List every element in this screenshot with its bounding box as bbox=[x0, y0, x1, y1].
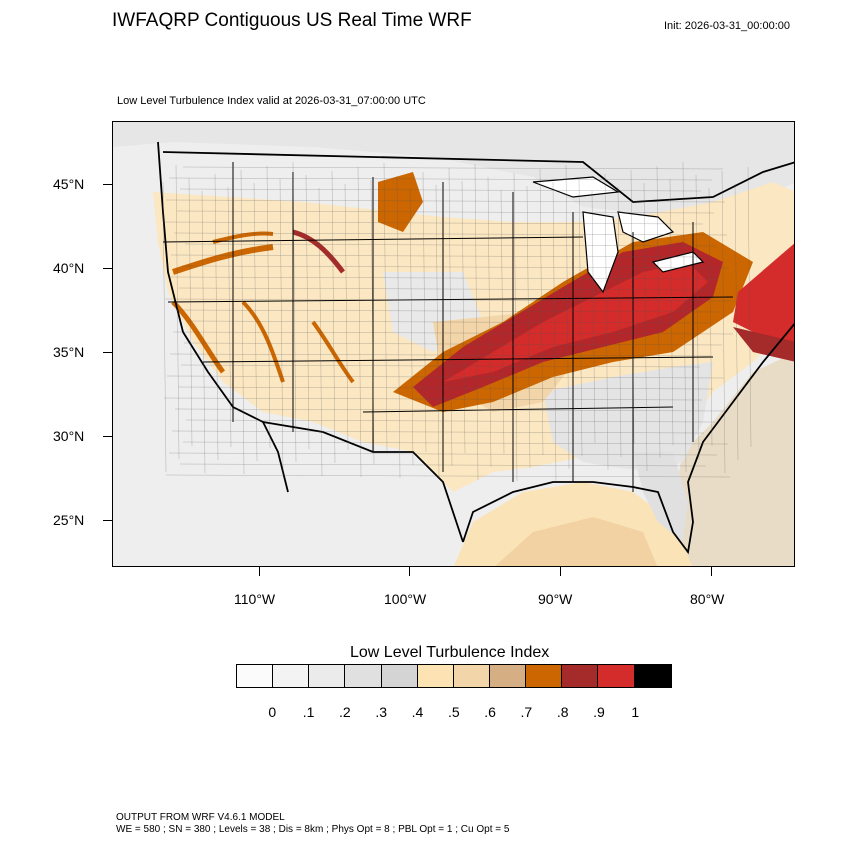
canada-region bbox=[113, 122, 794, 217]
colorbar-box-1 bbox=[273, 665, 310, 687]
lon-tick-90 bbox=[560, 567, 561, 576]
colorbar-tick-label: .5 bbox=[447, 704, 460, 720]
lon-tick-110 bbox=[259, 567, 260, 576]
colorbar-box-8 bbox=[526, 665, 563, 687]
colorbar-box-5 bbox=[417, 665, 454, 687]
idaho-streak bbox=[212, 231, 274, 244]
colorbar-tick-label: 1 bbox=[631, 704, 640, 720]
colorbar-box-9 bbox=[562, 665, 599, 687]
rockies-streak-1 bbox=[172, 244, 274, 275]
dakota-patch bbox=[378, 172, 423, 232]
lat-label-25: 25°N bbox=[53, 512, 85, 528]
sierra-streak bbox=[171, 300, 226, 374]
colorbar-tick-label: .9 bbox=[593, 704, 605, 720]
atlantic-region bbox=[614, 352, 794, 566]
colorbar-box-4 bbox=[381, 665, 418, 687]
colorbar-box-2 bbox=[309, 665, 346, 687]
init-time-label: Init: 2026-03-31_00:00:00 bbox=[664, 20, 790, 32]
colorbar-tick-label: .3 bbox=[375, 704, 388, 720]
canada-border bbox=[162, 151, 794, 203]
colorbar-tick-label: 0 bbox=[268, 704, 277, 720]
gulf-inner bbox=[495, 517, 658, 566]
red-inner bbox=[443, 262, 708, 382]
lon-tick-80 bbox=[711, 567, 712, 576]
colorbar-box-11 bbox=[634, 665, 671, 687]
colorbar-box-7 bbox=[489, 665, 527, 687]
colorbar bbox=[236, 664, 672, 688]
southeast-region bbox=[543, 362, 713, 472]
lat-tick-25 bbox=[103, 520, 112, 521]
lat-label-30: 30°N bbox=[53, 428, 85, 444]
colorbar-tick-label: .6 bbox=[484, 704, 496, 720]
colorbar-box-10 bbox=[598, 665, 635, 687]
colorbar-tick-label: .7 bbox=[520, 704, 533, 720]
valid-time-subtitle: Low Level Turbulence Index valid at 2026… bbox=[117, 95, 426, 107]
lon-label-100: 100°W bbox=[384, 591, 427, 607]
model-info-line1: OUTPUT FROM WRF V4.6.1 MODEL bbox=[116, 812, 285, 823]
lat-label-45: 45°N bbox=[53, 176, 85, 192]
eastcoast-dark bbox=[733, 327, 794, 362]
nm-streak bbox=[311, 320, 355, 384]
lat-label-40: 40°N bbox=[53, 260, 85, 276]
lon-label-110: 110°W bbox=[234, 591, 276, 607]
lon-tick-100 bbox=[409, 567, 410, 576]
west-coastline bbox=[157, 141, 289, 493]
lon-label-90: 90°W bbox=[538, 591, 573, 607]
map-frame bbox=[112, 121, 795, 567]
colorbar-tick-label: .2 bbox=[339, 704, 351, 720]
gulf-east-coastline bbox=[462, 323, 794, 555]
lat-tick-35 bbox=[103, 352, 112, 353]
colorbar-box-6 bbox=[453, 665, 490, 687]
model-info-line2: WE = 580 ; SN = 380 ; Levels = 38 ; Dis … bbox=[116, 824, 510, 835]
lat-tick-30 bbox=[103, 436, 112, 437]
colorbar-tick-label: .4 bbox=[411, 704, 424, 720]
plot-title: IWFAQRP Contiguous US Real Time WRF bbox=[112, 10, 472, 31]
colorbar-tick-label: .1 bbox=[302, 704, 315, 720]
turbulence-map bbox=[113, 122, 794, 566]
colorbar-box-0 bbox=[237, 665, 274, 687]
lat-tick-45 bbox=[103, 184, 112, 185]
eastcoast-red bbox=[733, 243, 794, 342]
mexico-border bbox=[262, 421, 464, 543]
county-lines bbox=[162, 161, 752, 483]
colorbar-title: Low Level Turbulence Index bbox=[350, 644, 550, 661]
lat-tick-40 bbox=[103, 268, 112, 269]
colorbar-box-3 bbox=[345, 665, 382, 687]
lon-label-80: 80°W bbox=[690, 591, 725, 607]
lat-label-35: 35°N bbox=[53, 344, 85, 360]
utah-streak bbox=[241, 300, 285, 383]
lake-michigan bbox=[582, 211, 619, 294]
colorbar-tick-label: .8 bbox=[556, 704, 569, 720]
